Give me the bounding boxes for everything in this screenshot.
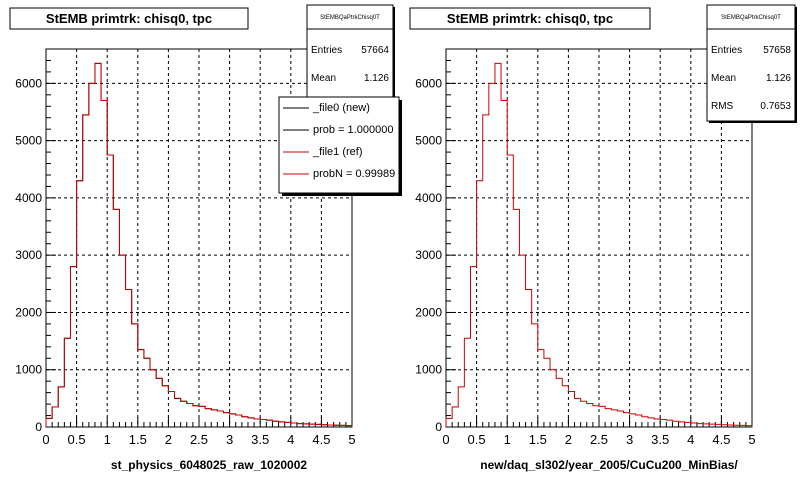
x-tick-label: 4.5: [712, 432, 730, 447]
stats-row-label: RMS: [711, 101, 734, 112]
histogram-panel-1: 0 0.5 1 1.5 2 2.5 3 3.5 4 4.5 5 0 1000 2000 3000 4000 50…: [9, 4, 402, 472]
x-tick-label: 3: [226, 432, 233, 447]
title-box: [9, 7, 249, 30]
y-tick-label: 0: [35, 420, 42, 434]
x-tick-label: 1: [504, 432, 511, 447]
stats-box-name: StEMBQaPtrkChisq0T: [721, 15, 781, 21]
stats-row-label: Mean: [311, 73, 336, 84]
x-tick-label: 0: [442, 432, 449, 447]
legend-entry-label: _file0 (new): [312, 102, 370, 114]
x-axis-label: st_physics_6048025_raw_1020002: [111, 458, 307, 472]
y-tick-label: 6000: [415, 76, 442, 90]
legend-entry-label: prob = 1.000000: [313, 124, 393, 136]
legend-box: [278, 96, 400, 194]
histogram-series-2: [45, 62, 353, 427]
y-tick-label: 5000: [15, 134, 42, 148]
histogram-series-1: [445, 62, 753, 427]
stats-row-label: Mean: [711, 73, 736, 84]
y-tick-label: 2000: [15, 305, 42, 319]
y-tick-label: 1000: [415, 363, 442, 377]
stats-row-label: Entries: [311, 45, 342, 56]
legend-entry-label: _file1 (ref): [312, 146, 363, 158]
stats-box: [706, 4, 796, 122]
x-tick-label: 1: [104, 432, 111, 447]
y-tick-label: 3000: [415, 248, 442, 262]
x-tick-label: 5: [748, 432, 755, 447]
x-tick-label: 0.5: [68, 432, 86, 447]
x-tick-label: 2.5: [190, 432, 208, 447]
x-tick-label: 3.5: [651, 432, 669, 447]
x-tick-label: 0.5: [468, 432, 486, 447]
x-tick-label: 4.5: [312, 432, 330, 447]
title-box: [409, 7, 651, 30]
y-tick-label: 3000: [15, 248, 42, 262]
stats-row-label: Entries: [711, 45, 742, 56]
x-tick-label: 4: [687, 432, 694, 447]
y-tick-label: 6000: [15, 76, 42, 90]
chart-title: StEMB primtrk: chisq0, tpc: [46, 11, 212, 26]
stats-row-value: 57658: [763, 45, 791, 56]
legend-entry-label: probN = 0.99989: [313, 168, 395, 180]
stats-box-name: StEMBQaPtrkChisq0T: [320, 15, 380, 21]
x-tick-label: 4: [287, 432, 294, 447]
y-tick-label: 2000: [415, 305, 442, 319]
x-tick-label: 2: [165, 432, 172, 447]
x-tick-label: 1.5: [529, 432, 547, 447]
x-tick-label: 2.5: [590, 432, 608, 447]
stats-row-value: 1.126: [364, 73, 389, 84]
y-tick-label: 4000: [15, 191, 42, 205]
x-tick-label: 5: [348, 432, 355, 447]
y-tick-label: 0: [435, 420, 442, 434]
x-tick-label: 3.5: [251, 432, 269, 447]
y-tick-label: 4000: [415, 191, 442, 205]
stats-row-value: 0.7653: [760, 101, 791, 112]
x-tick-label: 1.5: [129, 432, 147, 447]
chart-title: StEMB primtrk: chisq0, tpc: [447, 11, 613, 26]
x-tick-label: 2: [565, 432, 572, 447]
y-tick-label: 1000: [15, 363, 42, 377]
histogram-panel-2: 0 0.5 1 1.5 2 2.5 3 3.5 4 4.5 5 0 1000 2000 3000 4000 50…: [409, 4, 797, 472]
x-tick-label: 0: [42, 432, 49, 447]
stats-row-value: 57664: [361, 45, 389, 56]
y-tick-label: 5000: [415, 134, 442, 148]
x-tick-label: 3: [626, 432, 633, 447]
x-axis-label: new/daq_sl302/year_2005/CuCu200_MinBias/: [480, 458, 738, 472]
stats-row-value: 1.126: [766, 73, 791, 84]
